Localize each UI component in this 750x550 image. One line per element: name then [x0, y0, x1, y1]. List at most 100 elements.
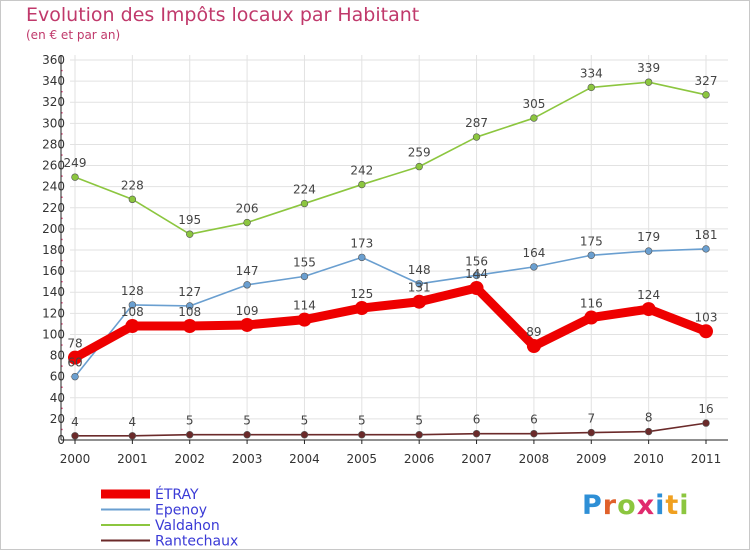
data-label: 6 — [530, 413, 538, 427]
data-point — [300, 272, 309, 281]
data-label: 224 — [293, 183, 316, 197]
series-line — [74, 248, 707, 378]
y-minor-tick — [61, 69, 63, 72]
x-tick-label: 2009 — [576, 452, 607, 466]
data-label: 228 — [121, 178, 144, 192]
x-tick-label: 2000 — [60, 452, 91, 466]
y-minor-tick — [61, 196, 63, 199]
data-label: 89 — [526, 325, 541, 339]
y-tick-label: 200 — [42, 222, 65, 236]
y-tick-label: 360 — [42, 53, 65, 67]
y-minor-tick — [61, 344, 63, 346]
y-tick-label: 320 — [42, 95, 65, 109]
data-point — [415, 280, 423, 288]
y-minor-tick — [61, 386, 63, 389]
y-minor-tick — [61, 133, 63, 135]
data-point — [297, 312, 312, 327]
data-point — [68, 350, 82, 365]
data-point — [358, 431, 366, 439]
data-label: 114 — [293, 299, 316, 313]
data-label: 5 — [186, 414, 194, 428]
data-point — [186, 431, 194, 439]
data-label: 116 — [580, 297, 603, 311]
data-point — [243, 218, 251, 227]
data-label: 339 — [637, 61, 660, 75]
x-tick-label: 2002 — [174, 452, 205, 466]
y-tick-label: 240 — [42, 180, 65, 194]
data-label: 327 — [695, 74, 718, 88]
chart-title: Evolution des Impôts locaux par Habitant — [26, 4, 420, 26]
y-minor-tick — [61, 365, 63, 367]
data-label: 155 — [293, 255, 316, 269]
y-minor-tick — [61, 407, 63, 410]
data-point — [472, 429, 481, 438]
y-tick-label: 180 — [42, 243, 65, 257]
data-label: 5 — [415, 414, 423, 428]
data-point — [182, 319, 197, 333]
data-label: 5 — [301, 414, 309, 428]
x-tick-label: 2005 — [347, 452, 378, 466]
data-point — [128, 301, 137, 309]
data-label: 4 — [71, 415, 79, 429]
data-point — [584, 310, 599, 325]
y-minor-tick — [61, 238, 63, 241]
data-point — [587, 251, 595, 259]
data-point — [125, 319, 140, 333]
data-point — [472, 271, 481, 280]
data-label: 305 — [522, 97, 545, 111]
data-point — [128, 195, 137, 204]
y-tick-label: 280 — [42, 137, 65, 151]
data-point — [530, 114, 538, 122]
data-label: 8 — [645, 411, 653, 425]
series-line — [74, 422, 707, 437]
x-tick-label: 2008 — [519, 452, 550, 466]
series-group: 249 228 195 206 224 242 259 287 305 334 339 327 60 12… — [64, 61, 718, 440]
data-point — [415, 431, 423, 439]
data-point — [354, 301, 369, 316]
data-point — [243, 431, 251, 439]
y-tick-label: 20 — [50, 412, 65, 426]
x-tick-label: 2001 — [117, 452, 148, 466]
data-label: 249 — [64, 156, 87, 170]
series-line — [70, 283, 711, 363]
proxiti-logo: Proxiti — [582, 490, 690, 521]
data-point — [300, 199, 309, 208]
y-minor-tick — [61, 301, 63, 304]
data-point — [300, 431, 309, 439]
y-minor-tick — [61, 280, 63, 283]
legend-label: Rantechaux — [155, 534, 238, 550]
data-point — [412, 294, 427, 309]
y-minor-tick — [61, 175, 63, 177]
data-label: 108 — [178, 305, 201, 319]
data-point — [702, 245, 710, 253]
x-tick-label: 2004 — [289, 452, 320, 466]
data-point — [530, 263, 538, 271]
data-label: 173 — [350, 236, 373, 250]
y-minor-tick — [61, 217, 63, 220]
data-label: 181 — [695, 228, 718, 242]
data-label: 124 — [637, 288, 660, 302]
data-point — [526, 339, 541, 354]
y-tick-label: 220 — [42, 201, 65, 215]
data-label: 334 — [580, 66, 603, 80]
data-label: 128 — [121, 284, 144, 298]
data-label: 125 — [350, 287, 373, 301]
data-label: 131 — [408, 281, 431, 295]
data-point — [587, 83, 595, 92]
data-point — [358, 253, 366, 262]
data-point — [472, 133, 481, 141]
data-label: 103 — [695, 310, 718, 324]
data-label: 7 — [587, 412, 595, 426]
data-label: 179 — [637, 230, 660, 244]
data-label: 78 — [67, 337, 82, 351]
y-minor-tick — [61, 90, 63, 93]
data-label: 259 — [408, 146, 431, 160]
data-point — [71, 432, 79, 440]
data-label: 6 — [473, 413, 481, 427]
legend-label: Epenoy — [155, 503, 207, 519]
data-label: 60 — [67, 356, 82, 370]
y-tick-label: 140 — [42, 285, 65, 299]
data-label: 287 — [465, 116, 488, 130]
